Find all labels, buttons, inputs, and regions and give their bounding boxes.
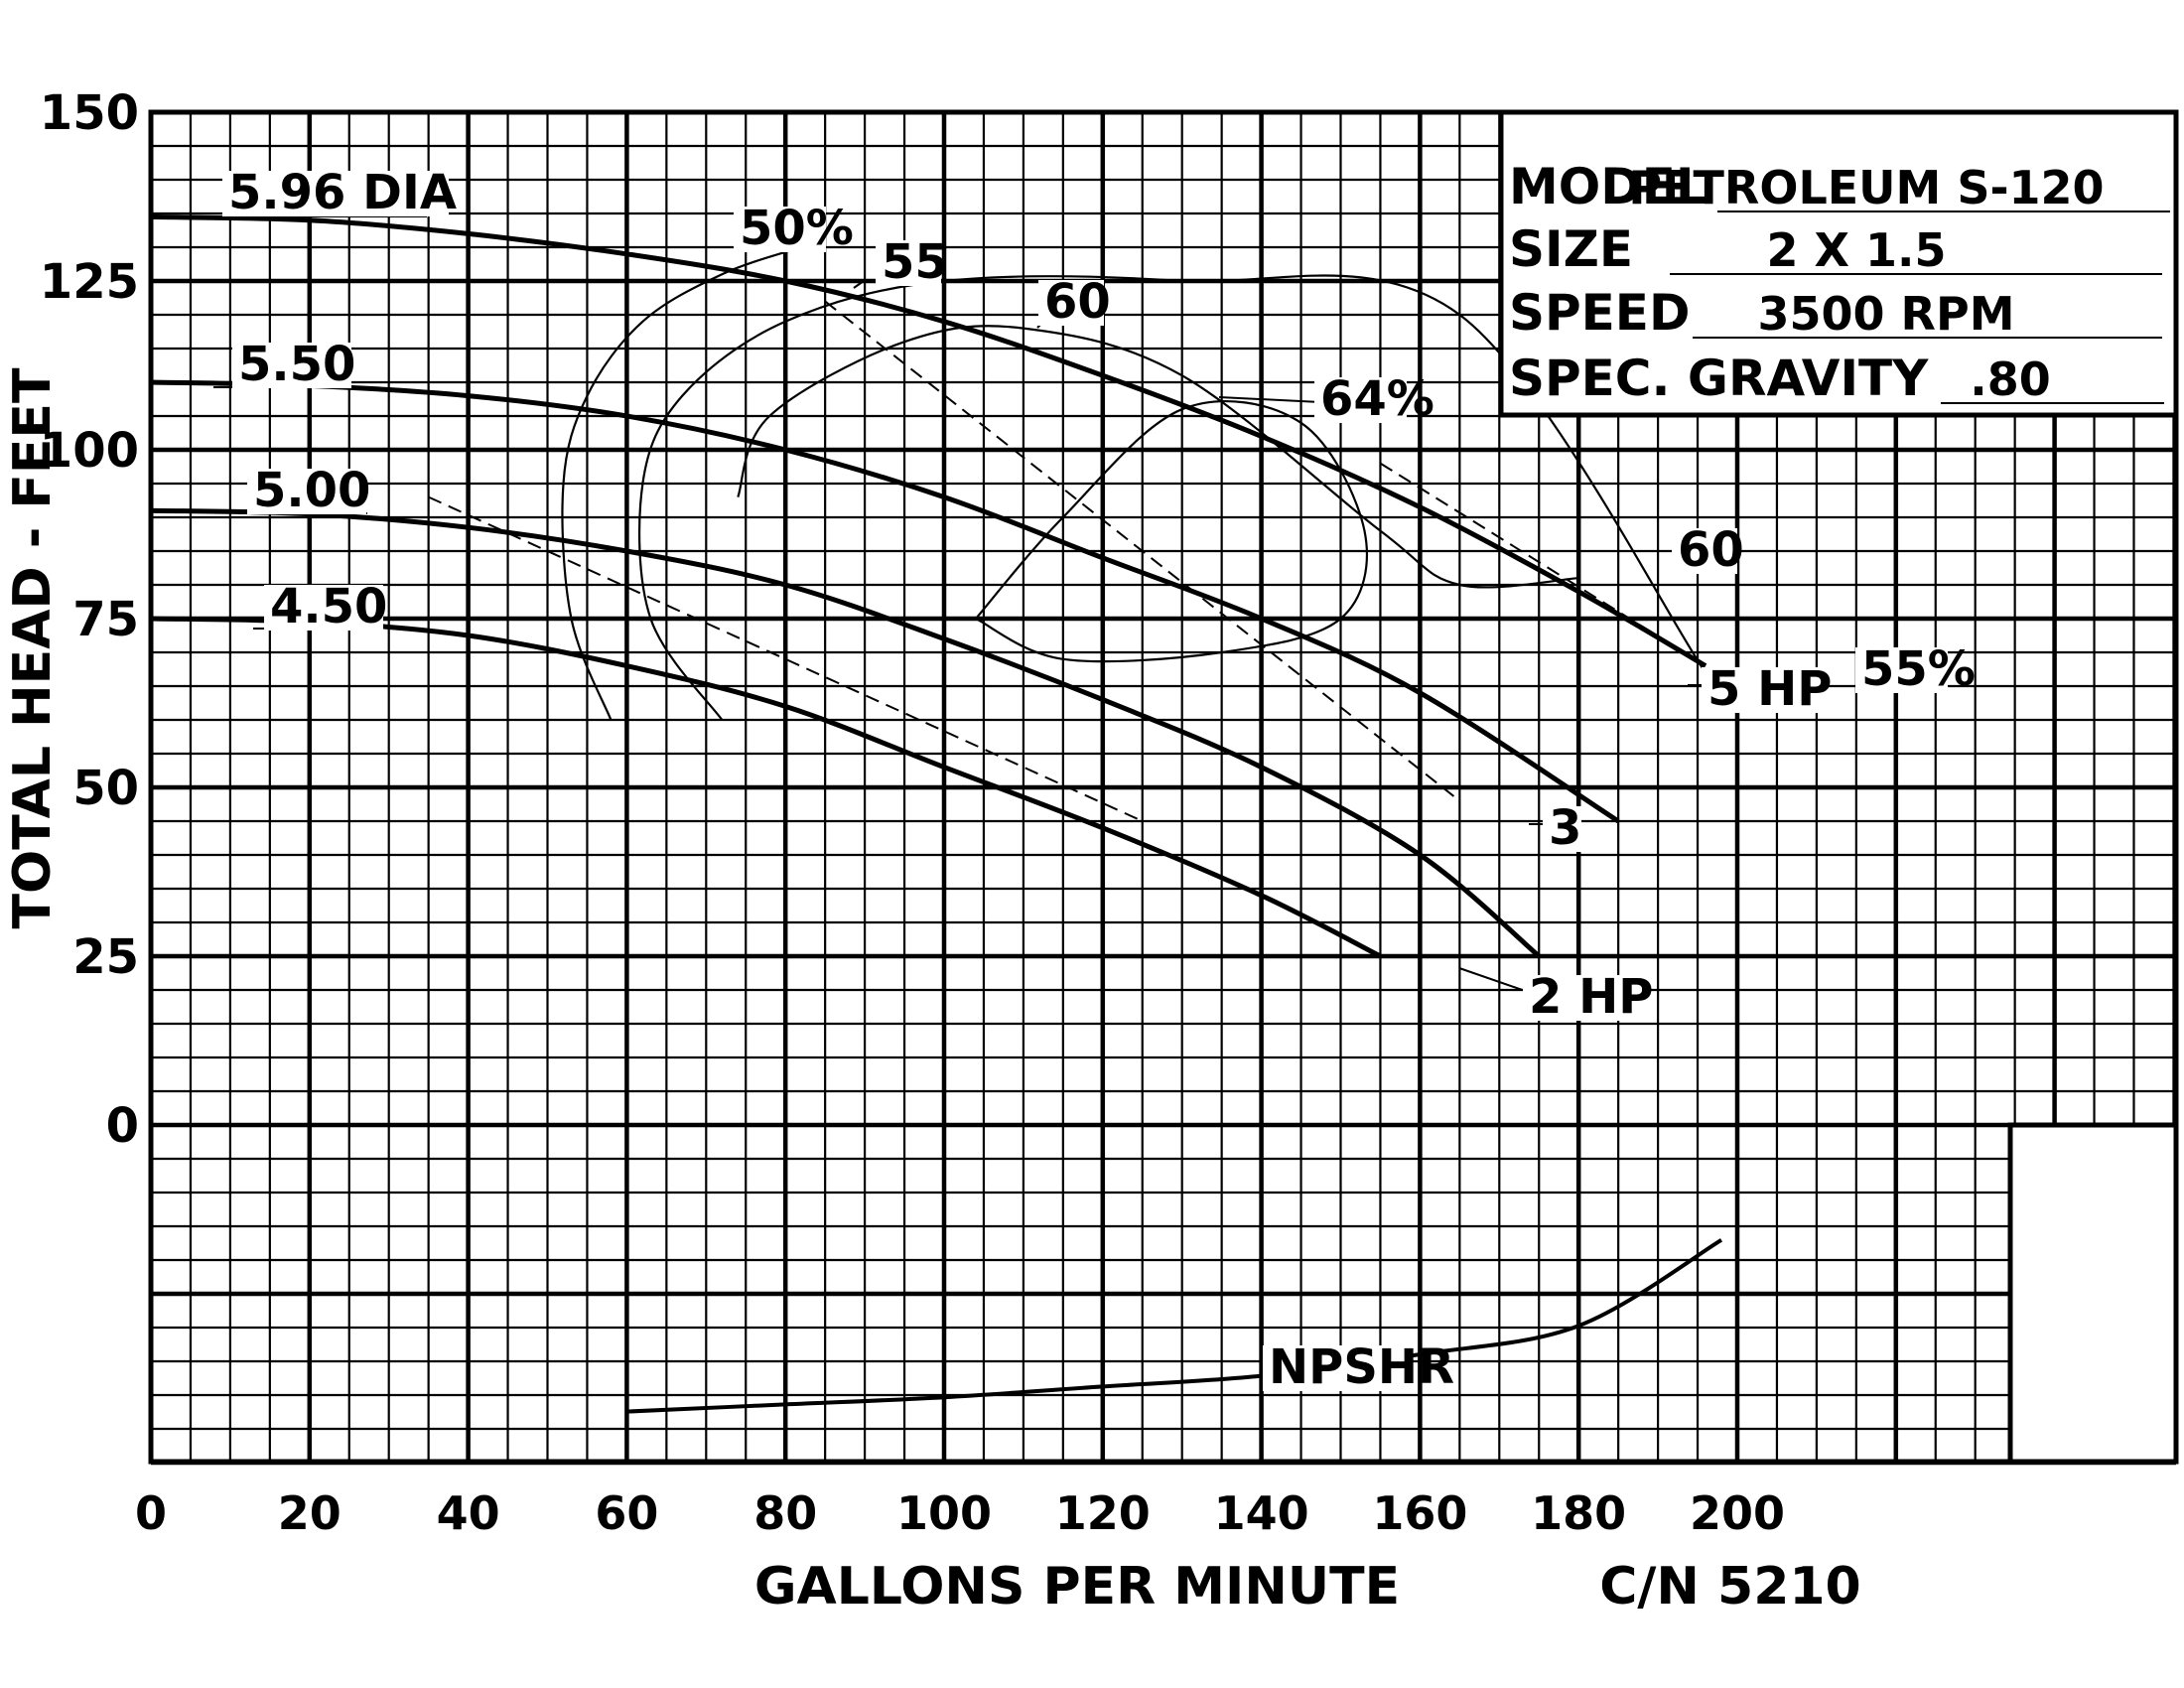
series-label-bg xyxy=(222,171,449,216)
x-tick-label: 120 xyxy=(1055,1486,1151,1540)
series-label-bg xyxy=(1672,528,1737,574)
series-line-impeller xyxy=(150,507,1541,958)
series-label: 64% xyxy=(1320,371,1434,427)
series-line-horsepower xyxy=(824,300,1461,802)
series-line-efficiency xyxy=(975,400,1368,663)
plot-border xyxy=(148,109,2179,1465)
x-tick-label: 0 xyxy=(135,1486,167,1540)
series-label: 55% xyxy=(1861,641,1976,697)
series-label-bg xyxy=(1263,1345,1409,1391)
x-tick-label: 60 xyxy=(595,1486,658,1540)
label-leader xyxy=(1218,396,1321,403)
y-tick-label: 25 xyxy=(72,929,139,985)
y-tick-label: 125 xyxy=(40,254,139,310)
series-label: 50% xyxy=(740,201,854,256)
info-value: 2 X 1.5 xyxy=(1767,223,1947,277)
info-box-frame xyxy=(1498,109,2179,418)
info-label: MODEL xyxy=(1509,158,1707,215)
y-tick-label: 75 xyxy=(72,592,139,647)
y-tick-label: 50 xyxy=(72,761,139,816)
series-line-npshr xyxy=(626,1238,1723,1414)
series-label-bg xyxy=(1855,647,1948,693)
y-tick-label: 100 xyxy=(40,423,139,479)
series-line-efficiency xyxy=(561,245,802,721)
series-label-bg xyxy=(876,240,941,286)
series-label-bg xyxy=(734,207,826,252)
info-value: PETROLEUM S-120 xyxy=(1628,161,2104,214)
x-tick-label: 160 xyxy=(1372,1486,1467,1540)
x-tick-label: 100 xyxy=(896,1486,992,1540)
npshr-box-frame xyxy=(2007,1122,2179,1465)
chart-curves xyxy=(150,213,1723,1414)
x-tick-label: 20 xyxy=(278,1486,341,1540)
series-line-impeller xyxy=(150,379,1620,824)
series-label: 5 HP xyxy=(1707,661,1832,717)
series-label-bg xyxy=(1543,806,1581,852)
info-value: 3500 RPM xyxy=(1758,287,2015,341)
series-label-bg xyxy=(1523,975,1642,1021)
series-label: NPSHR xyxy=(1269,1339,1454,1395)
x-tick-label: 140 xyxy=(1214,1486,1309,1540)
x-tick-label: 180 xyxy=(1531,1486,1626,1540)
series-label: 60 xyxy=(1678,522,1744,578)
series-label: 55 xyxy=(882,234,948,290)
series-label: 5.00 xyxy=(253,463,370,518)
y-tick-label: 150 xyxy=(40,85,139,141)
info-value: .80 xyxy=(1970,352,2051,406)
series-line-horsepower xyxy=(1379,462,1706,667)
series-label-bg xyxy=(232,343,351,388)
chart-labels: NPSHRFT.10203002040608010012014016018020… xyxy=(3,85,2178,1617)
series-label: 5.96 DIA xyxy=(228,165,457,220)
label-leader xyxy=(853,280,865,289)
x-tick-label: 40 xyxy=(437,1486,500,1540)
catalog-number: C/N 5210 xyxy=(1599,1557,1861,1617)
info-label: SIZE xyxy=(1509,220,1633,278)
info-label: SPEC. GRAVITY xyxy=(1509,350,1929,407)
series-label-bg xyxy=(264,585,383,631)
series-label-bg xyxy=(1702,667,1821,713)
series-label: 3 xyxy=(1549,800,1581,856)
x-tick-label: 200 xyxy=(1690,1486,1785,1540)
series-label-bg xyxy=(247,469,366,514)
series-line-efficiency xyxy=(737,325,1579,589)
series-label: 4.50 xyxy=(270,579,387,634)
series-label-bg xyxy=(1038,280,1104,326)
x-axis-title: GALLONS PER MINUTE xyxy=(754,1557,1400,1617)
info-label: SPEED xyxy=(1509,284,1690,342)
series-line-impeller xyxy=(150,213,1707,668)
y-tick-label: 0 xyxy=(106,1098,139,1154)
series-label-bg xyxy=(1314,377,1407,423)
y-axis-title: TOTAL HEAD - FEET xyxy=(3,367,63,928)
x-tick-label: 80 xyxy=(753,1486,817,1540)
series-label: 60 xyxy=(1044,274,1111,330)
series-label: 2 HP xyxy=(1529,969,1653,1025)
series-label: 5.50 xyxy=(238,337,355,392)
series-line-efficiency xyxy=(638,274,1706,721)
